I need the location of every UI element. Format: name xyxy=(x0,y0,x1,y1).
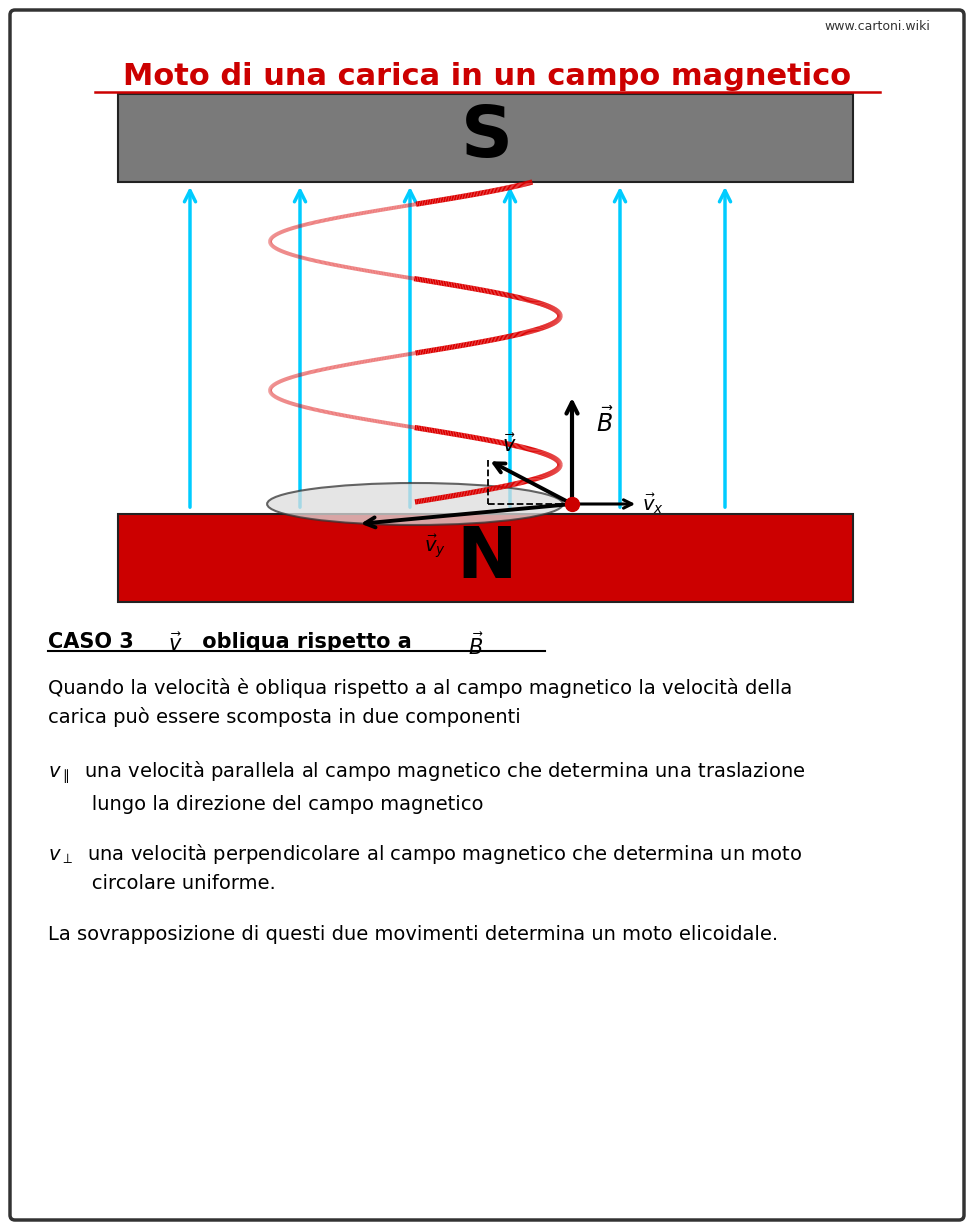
Text: N: N xyxy=(457,524,517,593)
Text: Moto di una carica in un campo magnetico: Moto di una carica in un campo magnetico xyxy=(123,62,851,91)
Text: $\vec{v}$: $\vec{v}$ xyxy=(502,433,516,456)
Text: La sovrapposizione di questi due movimenti determina un moto elicoidale.: La sovrapposizione di questi due movimen… xyxy=(48,925,778,943)
Text: $\vec{B}$: $\vec{B}$ xyxy=(468,632,484,659)
Text: Quando la velocità è obliqua rispetto a al campo magnetico la velocità della
car: Quando la velocità è obliqua rispetto a … xyxy=(48,678,792,727)
Text: $v_\parallel$  una velocità parallela al campo magnetico che determina una trasl: $v_\parallel$ una velocità parallela al … xyxy=(48,760,805,814)
FancyBboxPatch shape xyxy=(118,514,853,601)
Text: $\vec{v}_y$: $\vec{v}_y$ xyxy=(424,533,446,560)
FancyBboxPatch shape xyxy=(10,10,964,1220)
Text: www.cartoni.wiki: www.cartoni.wiki xyxy=(824,20,930,33)
Ellipse shape xyxy=(267,483,563,525)
Text: S: S xyxy=(461,103,513,172)
Text: $v_\perp$  una velocità perpendicolare al campo magnetico che determina un moto
: $v_\perp$ una velocità perpendicolare al… xyxy=(48,843,802,893)
FancyBboxPatch shape xyxy=(118,93,853,182)
Text: $\vec{v}_x$: $\vec{v}_x$ xyxy=(642,492,664,517)
Text: $\vec{B}$: $\vec{B}$ xyxy=(596,407,614,437)
Text: obliqua rispetto a: obliqua rispetto a xyxy=(195,632,427,652)
Text: CASO 3: CASO 3 xyxy=(48,632,141,652)
Text: $\vec{v}$: $\vec{v}$ xyxy=(168,632,182,654)
